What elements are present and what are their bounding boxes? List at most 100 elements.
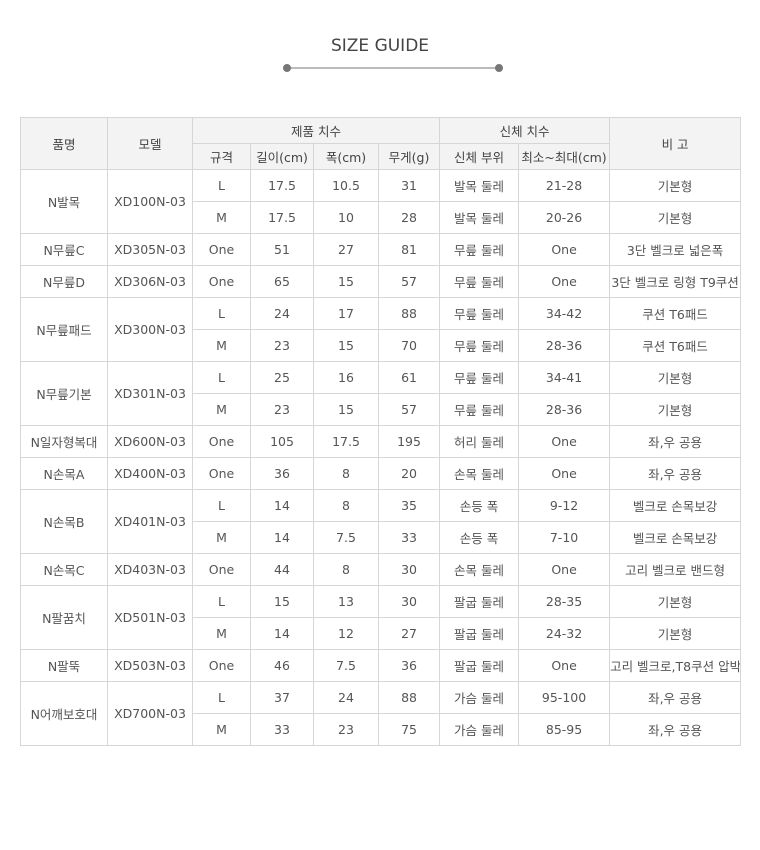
cell-body-part: 무릎 둘레 xyxy=(439,329,520,362)
cell-width: 27 xyxy=(313,233,379,266)
cell-weight: 57 xyxy=(377,393,441,426)
cell-body-part: 가슴 둘레 xyxy=(439,681,520,714)
cell-model: XD503N-03 xyxy=(107,649,193,682)
cell-spec: One xyxy=(192,265,251,298)
table-row: N무릎D XD306N-03 One 65 15 57 무릎 둘레 One 3단 벨크로 링형 … xyxy=(20,265,742,298)
header-part: 신체 부위 xyxy=(439,143,520,170)
table-row: M 23 15 57 무릎 둘레 28-36 기본형 xyxy=(21,393,742,426)
cell-model: XD306N-03 xyxy=(107,265,193,298)
cell-spec: L xyxy=(192,169,251,202)
cell-width: 16 xyxy=(313,361,379,394)
cell-range: 28-35 xyxy=(518,585,611,618)
table-row: N무릎C XD305N-03 One 51 27 81 무릎 둘레 One 3단 벨크로 넓은폭 xyxy=(20,233,742,266)
cell-weight: 81 xyxy=(377,233,441,266)
cell-body-part: 팔굽 둘레 xyxy=(439,617,520,650)
cell-weight: 88 xyxy=(377,681,441,714)
cell-body-part: 가슴 둘레 xyxy=(439,713,520,746)
cell-spec: One xyxy=(192,233,251,266)
cell-note: 좌,우 공용 xyxy=(609,681,742,714)
cell-weight: 20 xyxy=(377,457,441,490)
cell-spec: M xyxy=(192,201,251,234)
size-guide-table: 품명 모델 제품 치수 신체 치수 비 고 규격 길이(cm) 폭(cm) 무게… xyxy=(20,117,742,746)
cell-width: 8 xyxy=(313,553,379,586)
cell-range: 21-28 xyxy=(518,169,611,202)
cell-model: XD400N-03 xyxy=(107,457,193,490)
cell-length: 33 xyxy=(250,713,314,746)
header-length: 길이(cm) xyxy=(250,143,314,170)
cell-note: 쿠션 T6패드 xyxy=(609,297,742,330)
cell-length: 17.5 xyxy=(250,169,314,202)
cell-range: One xyxy=(518,649,611,682)
cell-model: XD100N-03 xyxy=(107,169,193,234)
table-row: M 17.5 10 28 발목 둘레 20-26 기본형 xyxy=(21,201,742,234)
cell-range: 95-100 xyxy=(518,681,611,714)
cell-note: 벨크로 손목보강 xyxy=(609,521,742,554)
cell-length: 15 xyxy=(250,585,314,618)
cell-length: 25 xyxy=(250,361,314,394)
header-name: 품명 xyxy=(20,117,108,170)
table-row: N어깨보호대 XD700N-03 L 37 24 88 가슴 둘레 95-100 좌,우 공용 xyxy=(20,681,742,746)
cell-model: XD401N-03 xyxy=(107,489,193,554)
cell-spec: M xyxy=(192,617,251,650)
cell-product-name: N팔뚝 xyxy=(20,649,108,682)
cell-length: 51 xyxy=(250,233,314,266)
header-body-dims: 신체 치수 xyxy=(439,117,611,144)
cell-body-part: 손등 폭 xyxy=(439,521,520,554)
cell-length: 23 xyxy=(250,393,314,426)
cell-product-name: N무릎D xyxy=(20,265,108,298)
divider-dot xyxy=(495,64,503,72)
cell-length: 14 xyxy=(250,617,314,650)
cell-spec: M xyxy=(192,521,251,554)
cell-note: 기본형 xyxy=(609,617,742,650)
table-row: M 14 7.5 33 손등 폭 7-10 벨크로 손목보강 xyxy=(21,521,742,554)
cell-note: 3단 벨크로 링형 T9쿠션 xyxy=(609,265,742,298)
cell-weight: 30 xyxy=(377,585,441,618)
cell-model: XD501N-03 xyxy=(107,585,193,650)
cell-range: One xyxy=(518,265,611,298)
cell-weight: 75 xyxy=(377,713,441,746)
cell-body-part: 무릎 둘레 xyxy=(439,233,520,266)
cell-weight: 31 xyxy=(377,169,441,202)
cell-width: 23 xyxy=(313,713,379,746)
table-row: N무릎기본 XD301N-03 L 25 16 61 무릎 둘레 34-41 기본형 xyxy=(20,361,742,426)
cell-length: 36 xyxy=(250,457,314,490)
cell-range: One xyxy=(518,425,611,458)
cell-product-name: N손목A xyxy=(20,457,108,490)
cell-width: 7.5 xyxy=(313,521,379,554)
table-row: N무릎패드 XD300N-03 L 24 17 88 무릎 둘레 34-42 쿠션 T6패드 xyxy=(20,297,742,362)
cell-spec: One xyxy=(192,553,251,586)
table-row: N손목C XD403N-03 One 44 8 30 손목 둘레 One 고리 벨크로 밴드형 xyxy=(20,553,742,586)
table-row: N손목A XD400N-03 One 36 8 20 손목 둘레 One 좌,우 공용 xyxy=(20,457,742,490)
table-row: M 14 12 27 팔굽 둘레 24-32 기본형 xyxy=(21,617,742,650)
cell-product-name: N손목B xyxy=(20,489,108,554)
cell-weight: 33 xyxy=(377,521,441,554)
cell-weight: 57 xyxy=(377,265,441,298)
cell-weight: 27 xyxy=(377,617,441,650)
divider-dot xyxy=(283,64,291,72)
header-range: 최소~최대(cm) xyxy=(518,143,611,170)
cell-body-part: 무릎 둘레 xyxy=(439,361,520,394)
cell-width: 8 xyxy=(313,489,379,522)
cell-width: 24 xyxy=(313,681,379,714)
cell-product-name: N발목 xyxy=(20,169,108,234)
cell-range: 28-36 xyxy=(518,393,611,426)
cell-range: One xyxy=(518,233,611,266)
cell-width: 12 xyxy=(313,617,379,650)
cell-spec: L xyxy=(192,585,251,618)
cell-length: 14 xyxy=(250,521,314,554)
cell-length: 24 xyxy=(250,297,314,330)
table-row: N팔꿈치 XD501N-03 L 15 13 30 팔굽 둘레 28-35 기본형 xyxy=(20,585,742,650)
cell-width: 13 xyxy=(313,585,379,618)
cell-range: One xyxy=(518,457,611,490)
cell-note: 기본형 xyxy=(609,361,742,394)
table-row: N일자형복대 XD600N-03 One 105 17.5 195 허리 둘레 One 좌,우 … xyxy=(20,425,742,458)
cell-width: 10 xyxy=(313,201,379,234)
cell-body-part: 무릎 둘레 xyxy=(439,297,520,330)
header-product-dims: 제품 치수 xyxy=(191,117,441,144)
cell-spec: L xyxy=(192,361,251,394)
cell-weight: 70 xyxy=(377,329,441,362)
cell-note: 기본형 xyxy=(609,169,742,202)
cell-weight: 30 xyxy=(377,553,441,586)
table-row: N발목 XD100N-03 L 17.5 10.5 31 발목 둘레 21-28 기본형 xyxy=(20,169,742,234)
cell-note: 3단 벨크로 넓은폭 xyxy=(609,233,742,266)
